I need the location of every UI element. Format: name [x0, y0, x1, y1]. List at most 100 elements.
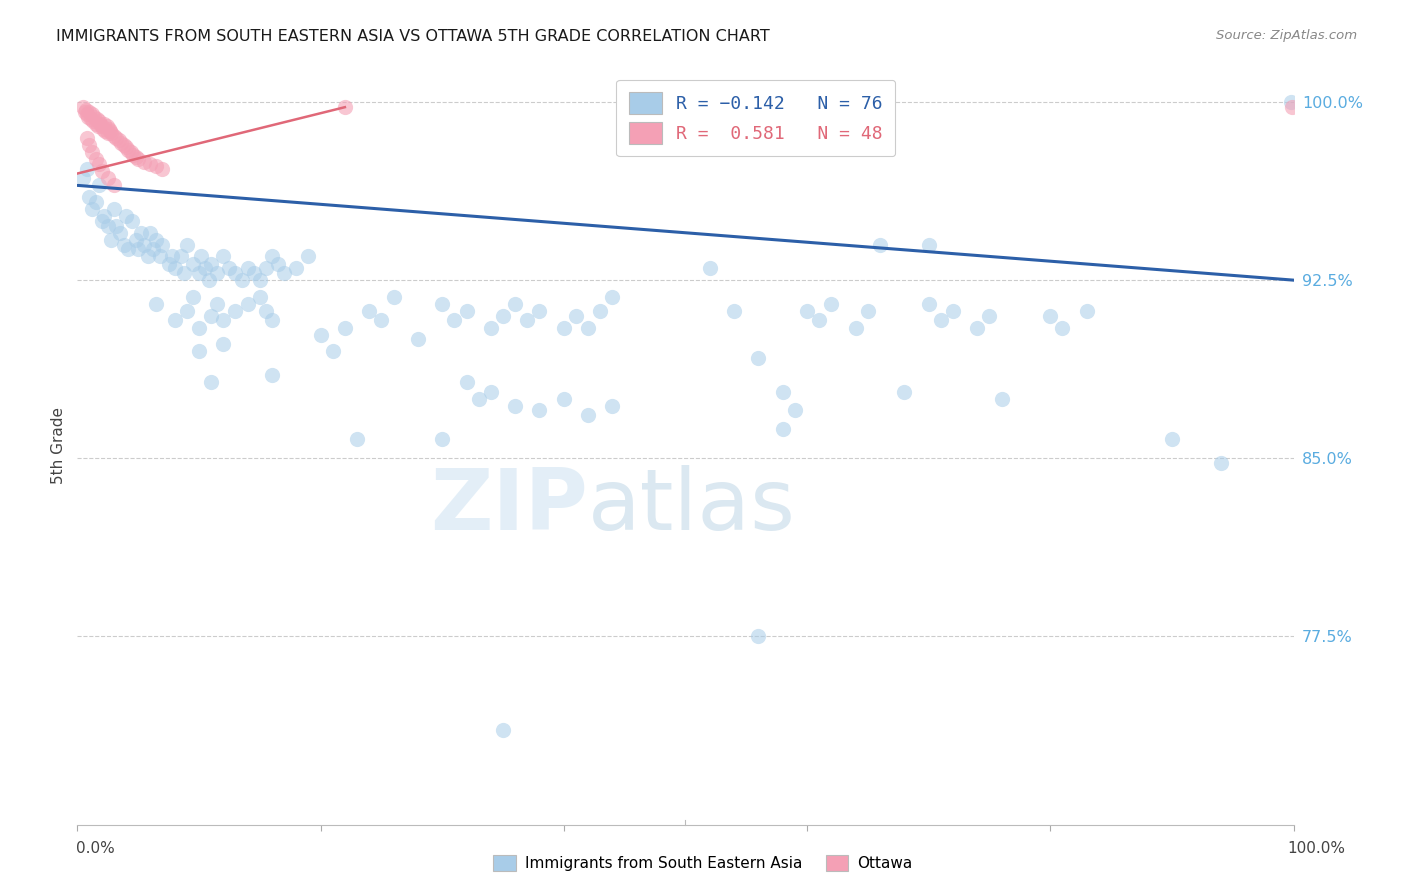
Point	[77, 110, 100, 124]
Point	[87, 119, 110, 133]
Point	[382, 290, 405, 304]
Point	[107, 133, 129, 147]
Point	[699, 261, 721, 276]
Point	[97, 219, 120, 233]
Point	[918, 297, 941, 311]
Point	[260, 368, 283, 382]
Point	[170, 249, 193, 263]
Point	[565, 309, 588, 323]
Point	[492, 309, 515, 323]
Text: 0.0%: 0.0%	[76, 841, 115, 855]
Point	[96, 119, 118, 133]
Point	[1076, 304, 1098, 318]
Point	[84, 194, 107, 209]
Point	[84, 153, 107, 167]
Point	[893, 384, 915, 399]
Point	[188, 266, 211, 280]
Point	[602, 399, 624, 413]
Point	[89, 117, 111, 131]
Y-axis label: 5th Grade: 5th Grade	[51, 408, 66, 484]
Point	[134, 237, 156, 252]
Point	[1039, 309, 1062, 323]
Point	[333, 100, 356, 114]
Point	[772, 422, 794, 436]
Point	[273, 266, 295, 280]
Point	[492, 723, 515, 738]
Point	[553, 392, 575, 406]
Point	[322, 344, 344, 359]
Point	[129, 226, 152, 240]
Point	[90, 119, 112, 133]
Point	[79, 138, 101, 153]
Point	[267, 256, 290, 270]
Point	[236, 297, 259, 311]
Point	[723, 304, 745, 318]
Point	[80, 107, 103, 121]
Point	[529, 403, 551, 417]
Point	[479, 320, 502, 334]
Point	[370, 313, 392, 327]
Point	[152, 237, 174, 252]
Point	[110, 136, 132, 150]
Point	[80, 145, 103, 160]
Point	[1281, 100, 1303, 114]
Point	[346, 432, 368, 446]
Point	[1209, 456, 1232, 470]
Point	[89, 157, 111, 171]
Point	[80, 112, 103, 126]
Point	[589, 304, 612, 318]
Point	[218, 261, 240, 276]
Point	[456, 304, 478, 318]
Point	[127, 153, 149, 167]
Legend: R = −0.142   N = 76, R =  0.581   N = 48: R = −0.142 N = 76, R = 0.581 N = 48	[616, 79, 896, 156]
Point	[1161, 432, 1184, 446]
Point	[456, 375, 478, 389]
Point	[97, 126, 120, 140]
Point	[205, 266, 228, 280]
Text: atlas: atlas	[588, 465, 796, 549]
Point	[254, 304, 277, 318]
Point	[103, 178, 125, 193]
Point	[942, 304, 965, 318]
Point	[103, 128, 125, 143]
Point	[125, 233, 148, 247]
Point	[224, 304, 246, 318]
Point	[84, 117, 107, 131]
Point	[285, 261, 308, 276]
Point	[236, 261, 259, 276]
Point	[105, 219, 128, 233]
Point	[747, 351, 769, 366]
Point	[120, 145, 142, 160]
Point	[122, 147, 145, 161]
Point	[112, 138, 135, 153]
Point	[297, 249, 319, 263]
Point	[76, 161, 98, 176]
Point	[845, 320, 868, 334]
Point	[90, 214, 112, 228]
Point	[112, 237, 135, 252]
Point	[98, 124, 121, 138]
Point	[200, 375, 222, 389]
Point	[212, 249, 235, 263]
Point	[820, 297, 842, 311]
Point	[90, 164, 112, 178]
Point	[205, 297, 228, 311]
Point	[467, 392, 489, 406]
Point	[139, 157, 162, 171]
Point	[80, 202, 103, 216]
Point	[772, 384, 794, 399]
Point	[224, 266, 246, 280]
Point	[188, 320, 211, 334]
Point	[86, 112, 108, 126]
Point	[73, 104, 96, 119]
Point	[145, 160, 167, 174]
Point	[76, 107, 98, 121]
Point	[503, 399, 526, 413]
Point	[242, 266, 264, 280]
Point	[108, 226, 131, 240]
Point	[796, 304, 818, 318]
Point	[200, 309, 222, 323]
Point	[145, 233, 167, 247]
Point	[359, 304, 381, 318]
Text: 100.0%: 100.0%	[1286, 841, 1346, 855]
